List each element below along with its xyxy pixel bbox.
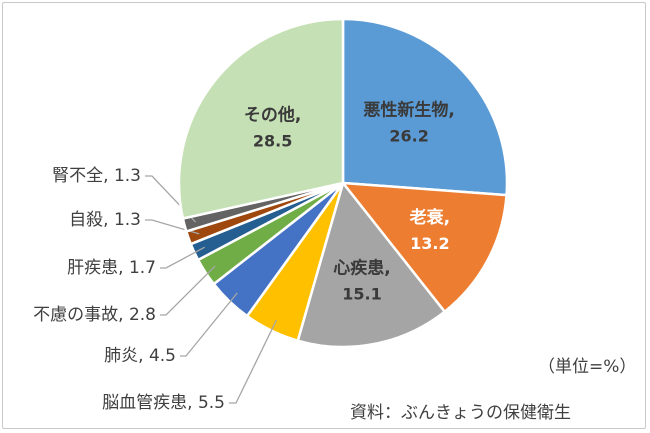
slice-label-slice-9: その他, [244, 105, 301, 126]
slice-label-slice-7: 自殺, 1.3 [69, 210, 141, 230]
slice-label-slice-0: 悪性新生物, [363, 100, 454, 121]
unit-note: （単位=%） [538, 357, 637, 377]
leader-line-slice-4 [180, 292, 238, 357]
slice-value-slice-2: 15.1 [342, 285, 381, 304]
leader-line-slice-7 [145, 219, 200, 235]
slice-label-slice-3: 脳血管疾患, 5.5 [102, 393, 225, 413]
slice-value-slice-9: 28.5 [253, 132, 292, 151]
chart-frame [2, 2, 646, 429]
slice-label-slice-4: 肺炎, 4.5 [104, 346, 176, 366]
pie-slice-slice-1 [341, 181, 508, 313]
slice-value-slice-0: 26.2 [389, 127, 428, 146]
leader-line-slice-5 [160, 265, 216, 316]
slice-value-slice-1: 13.2 [410, 234, 449, 253]
slice-label-slice-6: 肝疾患, 1.7 [67, 258, 156, 278]
pie-slice-slice-9 [177, 17, 345, 220]
leader-line-slice-6 [160, 246, 206, 269]
slice-label-slice-8: 腎不全, 1.3 [52, 166, 141, 186]
pie-slice-slice-2 [296, 181, 446, 349]
leader-line-slice-3 [229, 319, 277, 404]
source-note: 資料：ぶんきょうの保健衛生 [350, 403, 571, 423]
slice-label-slice-2: 心疾患, [333, 258, 390, 279]
slice-label-slice-1: 老衰, [409, 207, 450, 228]
pie-slice-slice-0 [341, 17, 509, 197]
slice-label-slice-5: 不慮の事故, 2.8 [33, 305, 156, 325]
